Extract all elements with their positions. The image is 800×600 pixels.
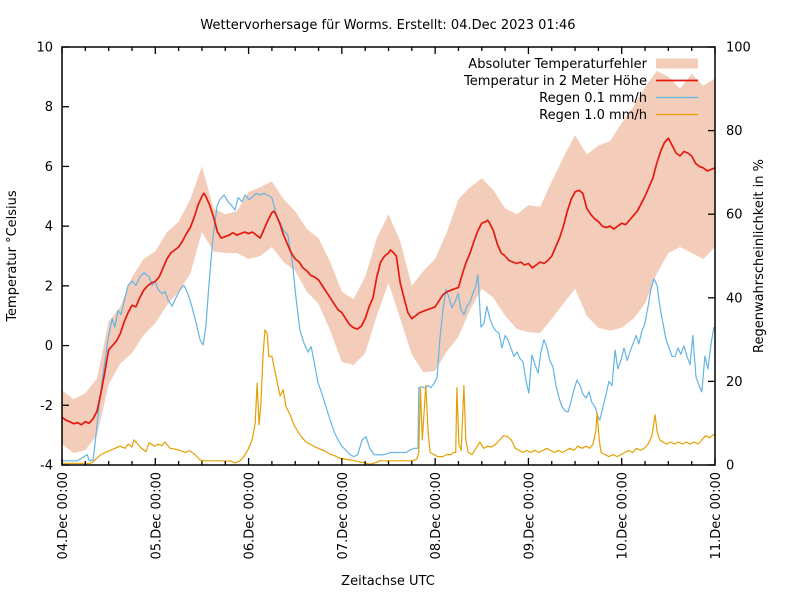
chart-title: Wettervorhersage für Worms. Erstellt: 04…	[200, 18, 575, 33]
temperature-line	[61, 137, 716, 426]
y-right-tick-label: 0	[726, 459, 734, 474]
y-left-tick-label: 8	[45, 100, 53, 115]
y-left-tick-label: 6	[45, 160, 53, 175]
rain-01mm-line	[62, 192, 715, 462]
x-tick-label: 06.Dec 00:00	[243, 472, 258, 559]
y-right-tick-label: 40	[726, 291, 743, 306]
plot-border	[61, 46, 716, 466]
y-left-tick-label: 0	[45, 339, 53, 354]
y-left-tick-label: 2	[45, 279, 53, 294]
x-tick-label: 04.Dec 00:00	[56, 472, 71, 559]
y-right-tick-label: 20	[726, 375, 743, 390]
x-axis-title: Zeitachse UTC	[341, 574, 435, 589]
y-right-tick-label: 60	[726, 208, 743, 223]
y-left-tick-label: -2	[40, 399, 53, 414]
y-right-tick-label: 100	[726, 41, 751, 56]
x-tick-label: 10.Dec 00:00	[616, 472, 631, 559]
y-left-axis-title: Temperatur °Celsius	[5, 190, 20, 323]
legend-label-band: Absoluter Temperaturfehler	[468, 57, 647, 72]
x-tick-label: 08.Dec 00:00	[429, 472, 444, 559]
rain-10mm-line	[62, 329, 716, 465]
tick-labels: 04.Dec 00:00 05.Dec 00:00 06.Dec 00:00 07.D…	[36, 41, 750, 560]
legend: Absoluter Temperaturfehler Temperatur in…	[463, 57, 698, 123]
x-tick-label: 11.Dec 00:00	[709, 472, 724, 559]
y-left-tick-label: -4	[40, 459, 53, 474]
legend-label-rain10: Regen 1.0 mm/h	[539, 108, 647, 123]
x-tick-label: 05.Dec 00:00	[149, 472, 164, 559]
plot-area	[61, 70, 716, 465]
legend-label-temperature: Temperatur in 2 Meter Höhe	[463, 74, 647, 89]
y-left-tick-label: 4	[45, 220, 53, 235]
y-right-axis-title: Regenwahrscheinlichkeit in %	[752, 159, 767, 353]
y-left-tick-label: 10	[36, 41, 53, 56]
x-tick-label: 07.Dec 00:00	[336, 472, 351, 559]
legend-band-swatch	[656, 58, 698, 69]
x-tick-label: 09.Dec 00:00	[522, 472, 537, 559]
legend-label-rain01: Regen 0.1 mm/h	[539, 91, 647, 106]
temperature-error-band	[62, 70, 715, 454]
y-right-tick-label: 80	[726, 124, 743, 139]
